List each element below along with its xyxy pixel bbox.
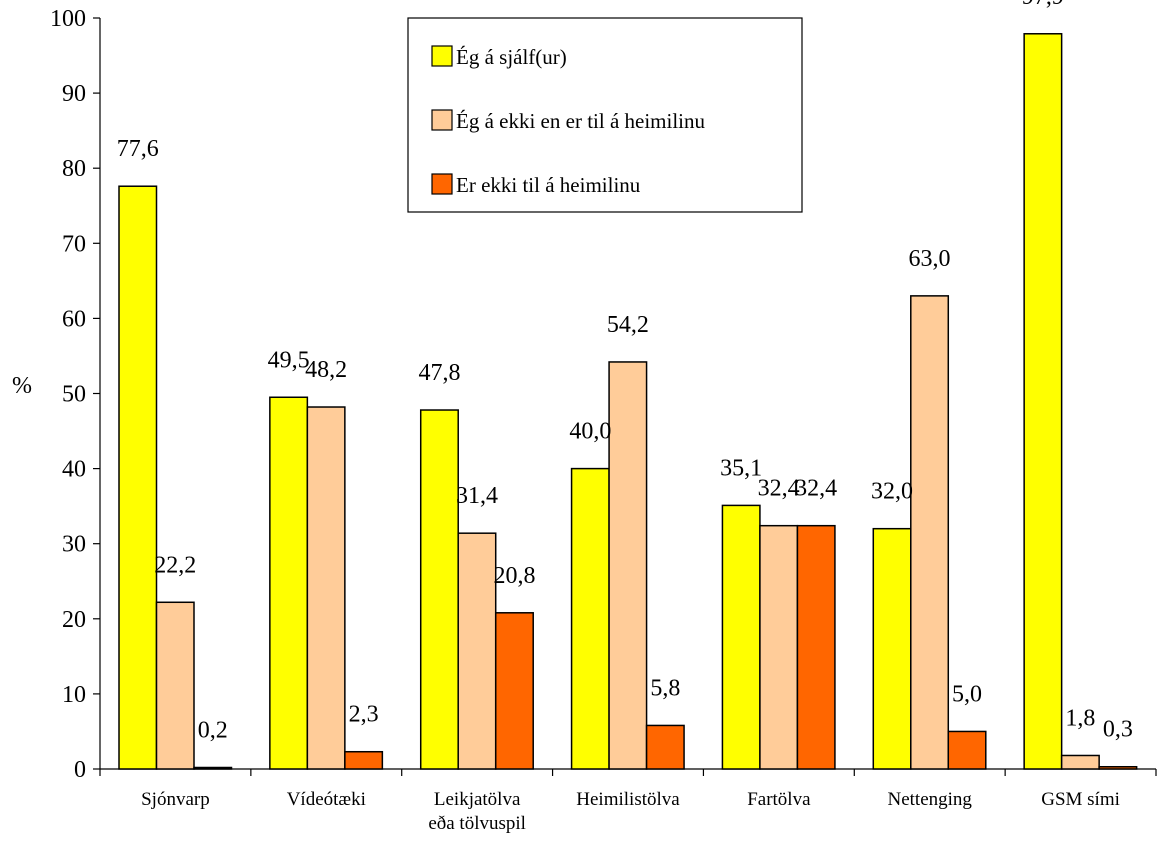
category-label: GSM sími — [1041, 789, 1120, 810]
category-label: Sjónvarp — [141, 789, 210, 810]
y-tick-label: 90 — [62, 81, 86, 107]
y-tick-label: 50 — [62, 382, 86, 408]
y-tick-label: 60 — [62, 306, 86, 332]
data-label: 47,8 — [418, 360, 460, 386]
category-label: Heimilistölva — [576, 789, 680, 810]
data-labels: 77,6 49,5 47,8 40,0 35,1 32,0 97,9 22,2 48,2 31,4… — [117, 0, 1133, 743]
y-tick-label: 70 — [62, 231, 86, 257]
bar — [457, 532, 497, 770]
data-label: 54,2 — [607, 312, 649, 338]
bar — [344, 750, 384, 770]
data-label: 20,8 — [493, 563, 535, 589]
y-tick-label: 30 — [62, 532, 86, 558]
data-label: 77,6 — [117, 136, 159, 162]
bar — [721, 504, 761, 770]
bar — [269, 396, 309, 770]
data-label: 40,0 — [569, 419, 611, 445]
y-tick-label: 80 — [62, 156, 86, 182]
data-label: 31,4 — [456, 483, 498, 509]
bar — [193, 766, 233, 770]
bar — [1060, 754, 1100, 770]
data-label: 35,1 — [720, 455, 762, 481]
bar — [494, 612, 534, 770]
bar — [155, 601, 195, 770]
legend-swatch — [431, 45, 453, 67]
data-label: 48,2 — [305, 357, 347, 383]
legend: Ég á sjálf(ur) Ég á ekki en er til á heim… — [407, 17, 803, 213]
category-label: Vídeótæki — [287, 789, 366, 810]
bar — [1023, 33, 1063, 770]
data-label: 22,2 — [154, 552, 196, 578]
y-axis-title: % — [12, 373, 32, 399]
axes: 0 10 20 30 40 50 60 70 80 90 100 Sjónvarp Vídeótæki L… — [50, 6, 1157, 834]
bar — [796, 524, 836, 770]
bar — [419, 409, 459, 770]
bars — [118, 33, 1138, 770]
data-label: 63,0 — [909, 246, 951, 272]
bar — [947, 730, 987, 770]
category-label: Nettenging — [887, 789, 972, 810]
y-tick-label: 10 — [62, 682, 86, 708]
legend-swatch — [431, 109, 453, 131]
data-label: 32,4 — [758, 476, 800, 502]
legend-swatch — [431, 173, 453, 195]
category-label: Fartölva — [747, 789, 811, 810]
bar — [910, 295, 950, 770]
data-label: 5,8 — [650, 675, 680, 701]
category-label: eða tölvuspil — [428, 813, 526, 834]
bar — [306, 406, 346, 770]
legend-label: Ég á ekki en er til á heimilinu — [456, 109, 706, 133]
bar — [1098, 765, 1138, 770]
legend-label: Er ekki til á heimilinu — [456, 173, 641, 197]
data-label: 0,2 — [198, 717, 228, 743]
bar — [759, 524, 799, 770]
bar — [872, 527, 912, 770]
bar — [570, 467, 610, 770]
data-label: 49,5 — [268, 347, 310, 373]
y-tick-label: 100 — [50, 6, 86, 32]
data-label: 32,0 — [871, 479, 913, 505]
y-tick-label: 20 — [62, 607, 86, 633]
bar — [608, 361, 648, 770]
bar — [645, 724, 685, 770]
legend-box — [407, 17, 803, 213]
data-label: 2,3 — [349, 702, 379, 728]
data-label: 5,0 — [952, 681, 982, 707]
legend-label: Ég á sjálf(ur) — [456, 45, 567, 69]
data-label: 97,9 — [1022, 0, 1064, 10]
data-label: 1,8 — [1065, 705, 1095, 731]
data-label: 0,3 — [1103, 717, 1133, 743]
y-tick-label: 40 — [62, 457, 86, 483]
data-label: 32,4 — [795, 476, 837, 502]
category-label: Leikjatölva — [434, 789, 521, 810]
y-tick-label: 0 — [74, 757, 86, 783]
bar — [118, 185, 158, 770]
